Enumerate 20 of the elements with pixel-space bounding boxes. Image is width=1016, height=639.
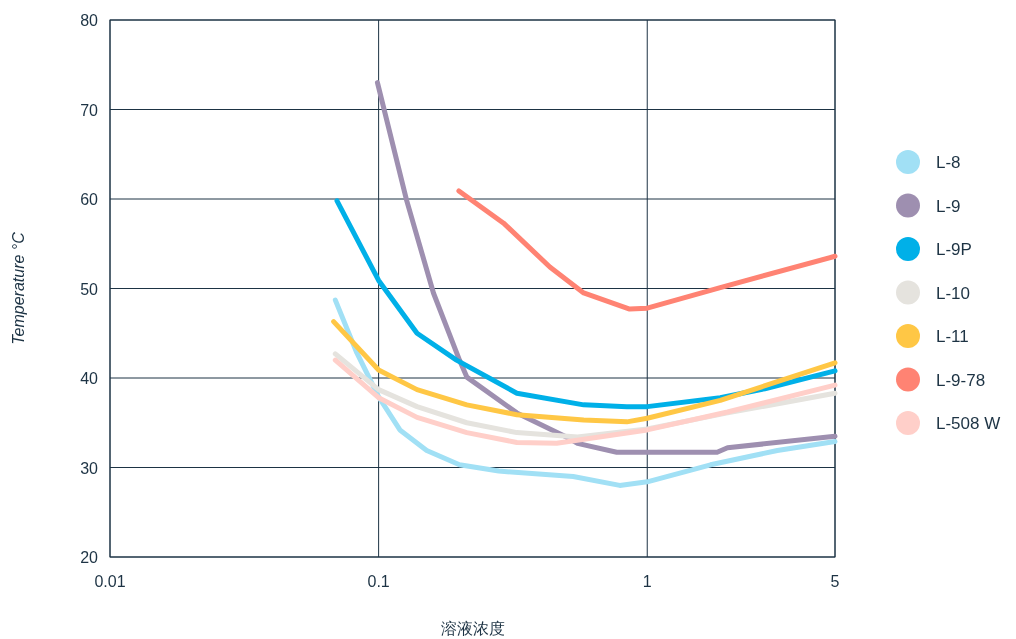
legend-label: L-8: [936, 153, 961, 172]
legend-label: L-9P: [936, 240, 972, 259]
y-tick-label: 70: [80, 101, 99, 119]
x-tick-label: 5: [830, 573, 840, 590]
y-tick-label: 40: [80, 370, 99, 387]
x-axis-title: 溶液浓度: [440, 620, 505, 637]
legend-label: L-11: [936, 327, 969, 346]
x-tick-label: 0.1: [367, 573, 390, 590]
y-tick-label: 30: [80, 459, 99, 477]
y-tick-label: 50: [80, 280, 99, 298]
legend-label: L-10: [936, 283, 971, 303]
y-axis-title: Temperature °C: [10, 231, 27, 345]
y-tick-label: 60: [80, 191, 99, 208]
x-tick-label: 1: [642, 573, 652, 590]
y-tick-label: 80: [80, 12, 99, 29]
x-tick-label: 0.01: [94, 573, 126, 590]
legend-label: L-508 W: [936, 414, 1001, 433]
legend-label: L-9-78: [936, 370, 986, 390]
y-tick-label: 20: [80, 549, 99, 566]
legend-label: L-9: [936, 196, 961, 216]
